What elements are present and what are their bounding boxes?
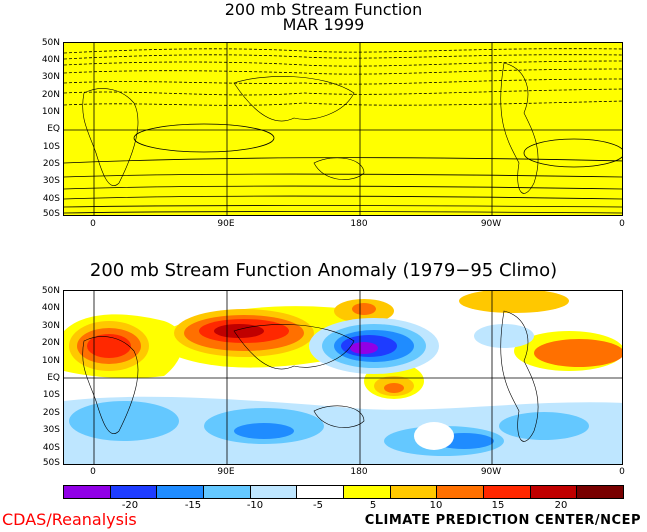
center-credit: CLIMATE PREDICTION CENTER/NCEP (364, 513, 641, 528)
colorbar-swatch (296, 485, 344, 499)
colorbar-swatch (529, 485, 578, 499)
colorbar-label: 20 (554, 500, 568, 511)
colorbar-label: 10 (429, 500, 443, 511)
lat-label: 40S (42, 443, 60, 453)
lat-label: 30S (42, 425, 60, 435)
lat-label: 20N (41, 338, 60, 348)
colorbar-label: -5 (313, 500, 323, 511)
colorbar-label: -20 (121, 500, 139, 511)
colorbar-swatch (483, 485, 531, 499)
lat-label: 40N (41, 303, 60, 313)
lat-label: 50N (41, 38, 60, 48)
lat-label: 20N (41, 90, 60, 100)
lat-label: 50S (42, 458, 60, 468)
stream-function-contours (64, 43, 622, 215)
lon-label: 90W (480, 467, 502, 477)
stream-function-anomaly-map (63, 290, 623, 465)
lat-label: 20S (42, 159, 60, 169)
lon-label: 90E (217, 467, 235, 477)
colorbar-swatch (576, 485, 624, 499)
lat-label: 50N (41, 286, 60, 296)
colorbar-swatch (156, 485, 204, 499)
colorbar-swatch (436, 485, 484, 499)
lon-label: 0 (90, 467, 96, 477)
lon-label: 0 (90, 219, 96, 229)
colorbar-swatch (343, 485, 391, 499)
map1-subtitle: MAR 1999 (282, 15, 365, 34)
anomaly-shading (64, 291, 622, 464)
lat-label: EQ (47, 124, 60, 134)
colorbar-label: 5 (369, 500, 377, 511)
colorbar-swatch (203, 485, 251, 499)
colorbar-label: -10 (246, 500, 264, 511)
map1-title: 200 mb Stream Function (224, 0, 423, 19)
lon-label: 90W (480, 219, 502, 229)
lat-label: 50S (42, 209, 60, 219)
lat-label: 10N (41, 356, 60, 366)
lat-label: 10S (42, 142, 60, 152)
lat-label: 30N (41, 72, 60, 82)
stream-function-map (63, 42, 623, 216)
lat-label: 10N (41, 107, 60, 117)
lon-label: 180 (350, 219, 368, 229)
lat-label: 40N (41, 55, 60, 65)
lon-label: 0 (619, 219, 625, 229)
lat-label: 10S (42, 390, 60, 400)
lat-label: 40S (42, 194, 60, 204)
colorbar-label: 15 (491, 500, 505, 511)
colorbar-swatch (389, 485, 438, 499)
colorbar-swatch (63, 485, 111, 499)
colorbar-swatch (249, 485, 298, 499)
map2-title: 200 mb Stream Function Anomaly (1979−95 … (89, 260, 558, 281)
colorbar-swatch (109, 485, 158, 499)
data-source-credit: CDAS/Reanalysis (2, 510, 137, 529)
lat-label: 30S (42, 176, 60, 186)
lat-label: 20S (42, 408, 60, 418)
lat-label: EQ (47, 373, 60, 383)
colorbar-label: -15 (184, 500, 202, 511)
lat-label: 30N (41, 321, 60, 331)
lon-label: 180 (350, 467, 368, 477)
lon-label: 0 (619, 467, 625, 477)
lon-label: 90E (217, 219, 235, 229)
